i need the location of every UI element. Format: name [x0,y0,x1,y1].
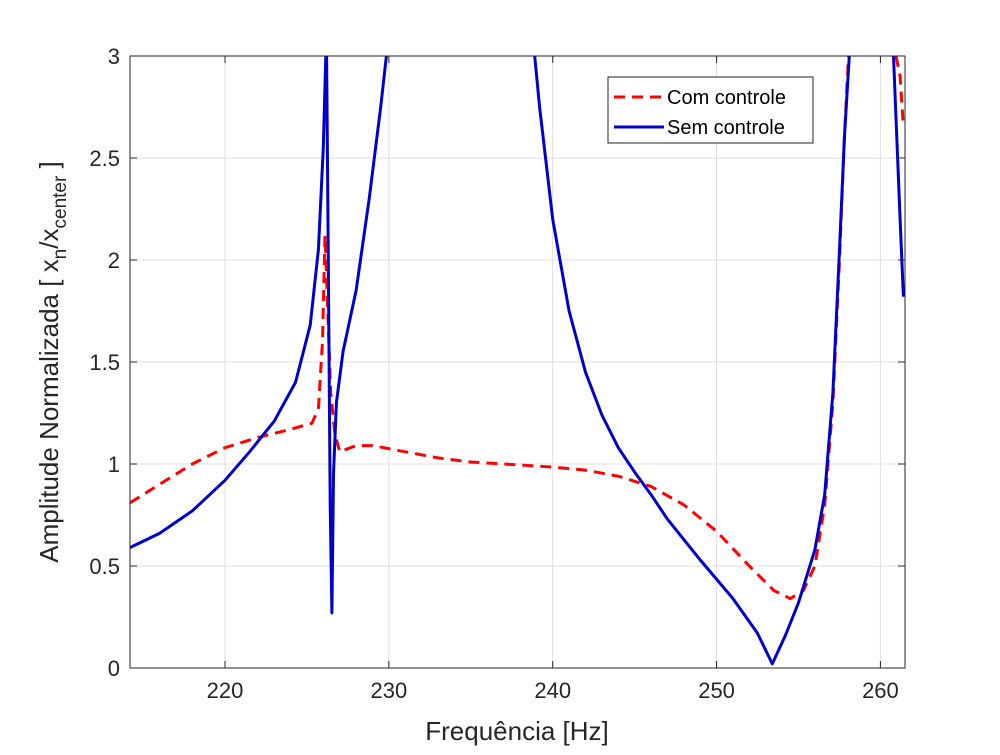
legend-label-sem-controle: Sem controle [667,117,785,139]
series-line-sem-controle [533,56,851,666]
legend-label-com-controle: Com controle [667,87,786,109]
y-tick-label: 2 [108,248,120,273]
y-axis-label-sub1: n [50,249,71,260]
y-tick-label: 2.5 [89,146,120,171]
y-tick-label: 3 [108,44,120,69]
x-tick-label: 240 [534,678,571,703]
y-axis-label: Amplitude Normalizada [ xn/xcenter ] [34,161,71,563]
x-tick-label: 250 [698,678,735,703]
tick-labels: 220 230 240 250 260 0 0.5 1 1.5 2 2.5 3 [89,44,898,703]
series-line-com-controle [130,56,850,601]
series-line-sem-controle [130,56,328,549]
series-layer [130,56,905,666]
x-tick-label: 260 [862,678,899,703]
y-tick-label: 1.5 [89,350,120,375]
legend[interactable]: Com controle Sem controle [607,76,814,144]
x-tick-label: 230 [371,678,408,703]
y-tick-label: 1 [108,452,120,477]
y-axis-label-suffix: ] [34,161,64,175]
y-axis-label-sub2: center [50,175,71,228]
y-tick-label: 0 [108,656,120,681]
y-axis-label-mid: /x [34,228,64,248]
series-line-sem-controle [325,56,388,615]
x-axis-label: Frequência [Hz] [425,716,609,746]
ticks [130,55,905,669]
legend-box [607,76,814,144]
series-group [130,56,905,666]
x-tick-label: 220 [207,678,244,703]
y-axis-label-prefix: Amplitude Normalizada [ x [34,259,64,562]
series-line-sem-controle [892,56,905,297]
grid [130,55,905,669]
y-tick-label: 0.5 [89,554,120,579]
series-line-com-controle [894,56,905,128]
